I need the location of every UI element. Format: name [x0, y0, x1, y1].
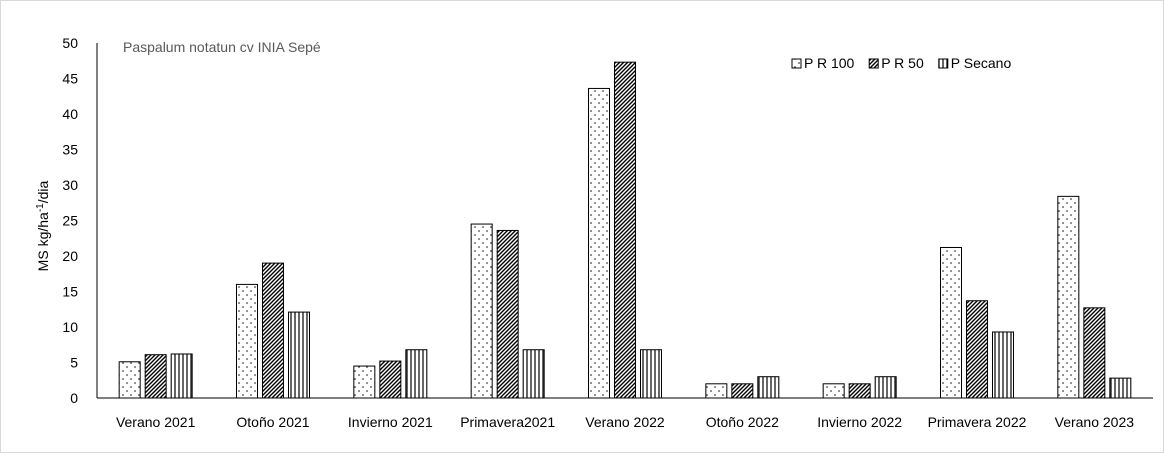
bar — [731, 383, 754, 399]
bar — [262, 262, 284, 399]
bar — [470, 223, 493, 399]
legend-swatch — [868, 58, 879, 69]
y-tick-label: 10 — [62, 319, 78, 335]
bar — [614, 61, 636, 399]
bar — [705, 383, 728, 399]
x-tick-label: Invierno 2021 — [348, 414, 433, 430]
x-tick-label: Verano 2021 — [116, 414, 196, 430]
x-tick-label: Otoño 2022 — [706, 414, 779, 430]
bar — [353, 365, 376, 399]
y-tick-label: 5 — [70, 355, 78, 371]
bar — [822, 383, 845, 399]
x-tick-label: Otoño 2021 — [236, 414, 309, 430]
bar — [288, 311, 310, 399]
bar — [236, 283, 258, 399]
bar — [1057, 195, 1080, 399]
bar — [992, 331, 1014, 399]
x-tick-label: Primavera 2022 — [928, 414, 1027, 430]
y-tick-label: 35 — [62, 142, 78, 158]
y-tick-label: 30 — [62, 177, 78, 193]
y-tick-label: 25 — [62, 213, 78, 229]
y-tick-label: 15 — [62, 284, 78, 300]
y-tick-label: 0 — [70, 390, 78, 406]
chart-title: Paspalum notatun cv INIA Sepé — [123, 39, 321, 55]
y-tick-label: 45 — [62, 71, 78, 87]
bar — [588, 87, 610, 399]
bars — [118, 61, 1132, 399]
bar — [874, 376, 897, 399]
bar — [144, 354, 167, 399]
x-tick-label: Invierno 2022 — [817, 414, 902, 430]
y-tick-label: 50 — [62, 35, 78, 51]
bar — [118, 361, 141, 399]
bar — [757, 376, 780, 399]
bar — [640, 349, 662, 399]
y-axis: 0 5 10 15 20 25 30 35 40 45 50 — [62, 35, 98, 406]
legend-label: P Secano — [951, 55, 1012, 71]
x-tick-label: Verano 2023 — [1055, 414, 1135, 430]
legend-swatch — [791, 58, 802, 69]
bar — [848, 383, 871, 399]
bar — [1083, 307, 1106, 399]
bar — [966, 300, 988, 399]
legend-label: P R 50 — [881, 55, 924, 71]
y-tick-label: 20 — [62, 248, 78, 264]
bar — [170, 353, 193, 399]
bar — [496, 229, 519, 399]
legend-label: P R 100 — [804, 55, 855, 71]
legend: P R 100 P R 50 P Secano — [791, 55, 1012, 71]
y-axis-label: MS kg/ha-1/dia — [35, 180, 51, 271]
legend-swatch — [938, 58, 949, 69]
bar — [522, 349, 545, 399]
bar — [379, 360, 402, 399]
y-tick-label: 40 — [62, 106, 78, 122]
bar — [1109, 377, 1132, 399]
x-tick-label: Verano 2022 — [585, 414, 665, 430]
bar — [405, 349, 428, 399]
bar — [940, 246, 962, 399]
x-tick-label: Primavera2021 — [460, 414, 555, 430]
x-axis: Verano 2021 Otoño 2021 Invierno 2021 Primav… — [97, 397, 1153, 430]
